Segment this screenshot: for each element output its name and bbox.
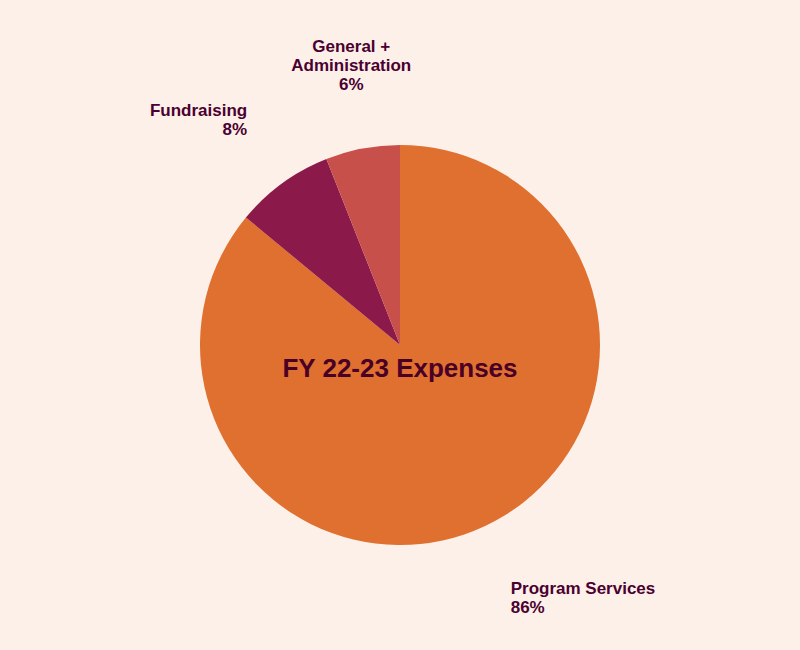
value-label: 86% [511, 598, 545, 617]
chart: FY 22-23 Expenses Program Services86% Fund… [0, 0, 800, 650]
title: FY 22-23 Expenses [282, 353, 517, 383]
slice-label: Fundraising8% [150, 101, 247, 139]
slice [200, 145, 600, 545]
value-label: 8% [223, 120, 248, 139]
category-label: General +Administration [291, 37, 411, 75]
slice-label: General +Administration6% [291, 37, 411, 94]
value-label: 6% [339, 75, 364, 94]
slice [326, 145, 400, 345]
data-labels: Program Services86% Fundraising8% General … [150, 37, 655, 618]
slice-label: Program Services86% [511, 579, 656, 617]
category-label: Program Services [511, 579, 656, 598]
pie [200, 145, 600, 545]
category-label: Fundraising [150, 101, 247, 120]
